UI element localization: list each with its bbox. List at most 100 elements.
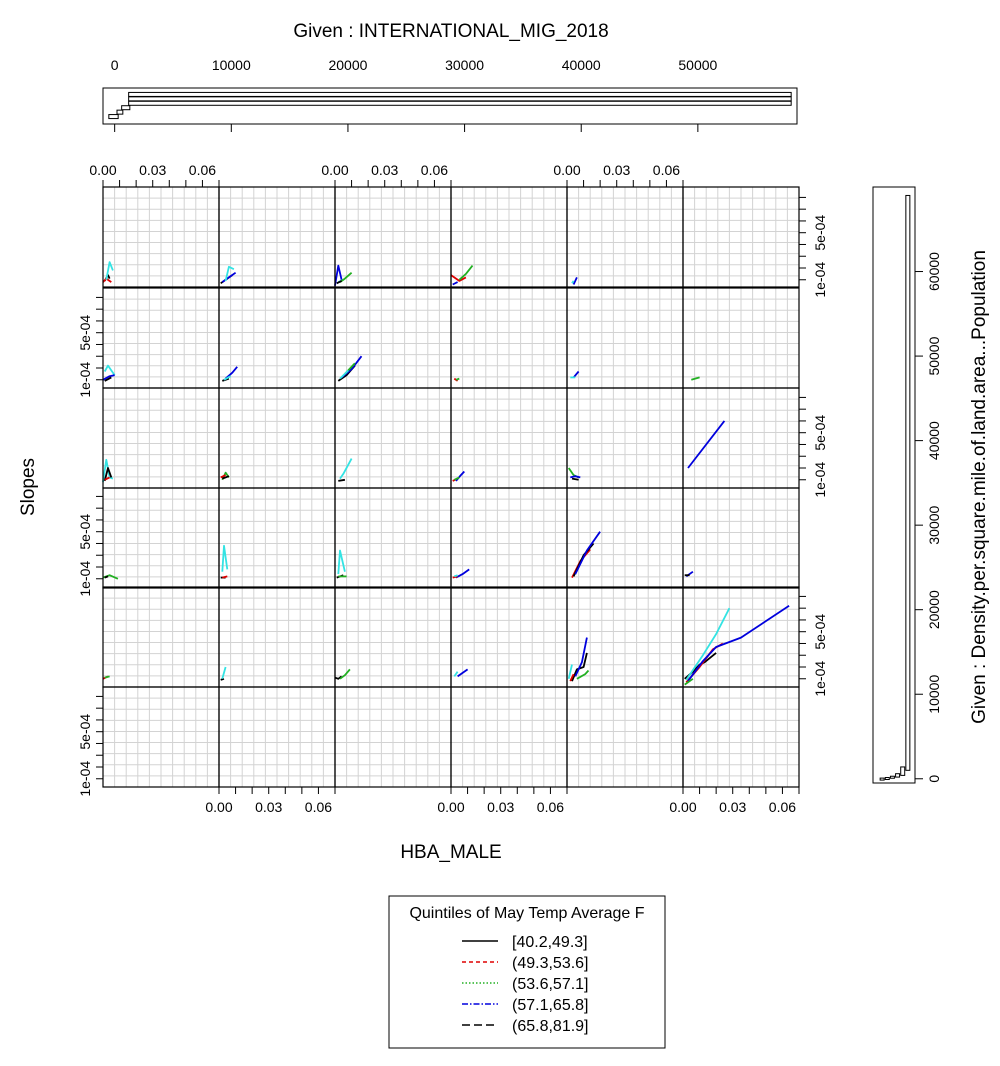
series-line xyxy=(453,574,458,578)
legend: Quintiles of May Temp Average F [40.2,49… xyxy=(388,895,666,1049)
series-line xyxy=(458,265,474,281)
x-tick-label: 0.00 xyxy=(205,799,232,815)
series-line xyxy=(687,605,790,682)
y-tick-label: 5e-04 xyxy=(812,415,828,451)
series-line xyxy=(567,664,573,680)
given-top-tick-label: 40000 xyxy=(562,57,601,73)
given-right-interval xyxy=(884,777,890,781)
legend-entry: (57.1,65.8] xyxy=(462,997,589,1014)
legend-label: (57.1,65.8] xyxy=(512,997,589,1014)
panel-r2-c4 xyxy=(453,377,460,382)
series-line xyxy=(455,568,470,579)
y-tick-label: 5e-04 xyxy=(812,614,828,650)
series-line xyxy=(684,678,694,686)
legend-label: (53.6,57.1] xyxy=(512,976,589,993)
y-tick-label: 1e-04 xyxy=(812,661,828,697)
x-tick-label: 0.00 xyxy=(89,162,116,178)
panel-r2-c5 xyxy=(570,370,580,379)
series-line xyxy=(104,675,110,679)
given-top-tick-label: 50000 xyxy=(678,57,717,73)
given-right-tick-label: 50000 xyxy=(926,336,942,375)
panel-r3-c6 xyxy=(687,420,726,469)
given-top-tick-label: 0 xyxy=(111,57,119,73)
series-line xyxy=(105,261,114,280)
legend-label: (65.8,81.9] xyxy=(512,1018,589,1035)
x-tick-label: 0.06 xyxy=(305,799,332,815)
panel-r3-c2 xyxy=(220,471,230,481)
x-tick-label: 0.00 xyxy=(437,799,464,815)
series-line xyxy=(334,675,343,680)
series-line xyxy=(102,374,115,381)
series-line xyxy=(225,366,238,380)
x-tick-label: 0.03 xyxy=(603,162,630,178)
series-line xyxy=(691,376,700,381)
series-line xyxy=(571,652,588,682)
x-tick-label: 0.03 xyxy=(719,799,746,815)
x-tick-label: 0.00 xyxy=(321,162,348,178)
left-y-axes: 1e-04 5e-04 1e-04 5e-04 1e-04 5e-04 xyxy=(77,296,104,797)
series-line xyxy=(220,474,226,479)
given-top-tick-label: 20000 xyxy=(328,57,367,73)
given-right-intervals xyxy=(879,194,911,781)
given-top-tick-label: 10000 xyxy=(212,57,251,73)
series-line xyxy=(104,376,112,382)
y-tick-label: 1e-04 xyxy=(77,761,93,797)
series-line xyxy=(221,666,227,680)
given-top-interval xyxy=(128,96,792,102)
panel-r4-c5 xyxy=(571,531,601,579)
series-line xyxy=(103,467,113,482)
series-line xyxy=(339,668,351,680)
series-line xyxy=(224,265,235,282)
panel-r2-c6 xyxy=(691,376,700,381)
given-right-axis: 0 10000 20000 30000 40000 50000 60000 xyxy=(914,252,942,783)
panel-r3-c5 xyxy=(567,467,581,481)
panel-r5-c3 xyxy=(334,668,351,680)
legend-box xyxy=(388,895,666,1049)
panel-r4-c6 xyxy=(684,570,694,578)
series-line xyxy=(103,364,116,376)
panel-r3-c3 xyxy=(338,458,353,482)
series-line xyxy=(223,375,232,381)
given-top-frame xyxy=(102,87,798,125)
panel-r5-c2 xyxy=(220,666,227,681)
given-top-interval xyxy=(116,109,124,115)
panel-r3-c4 xyxy=(452,470,465,482)
series-line xyxy=(338,478,346,482)
series-line xyxy=(453,377,459,382)
y-tick-label: 1e-04 xyxy=(812,262,828,298)
given-right-interval xyxy=(879,777,885,781)
series-line xyxy=(221,544,229,572)
series-line xyxy=(453,671,459,677)
panel-r1-c4 xyxy=(450,265,474,286)
given-top-interval xyxy=(108,114,119,120)
x-tick-label: 0.06 xyxy=(189,162,216,178)
x-tick-label: 0.00 xyxy=(553,162,580,178)
given-right-interval xyxy=(905,194,911,771)
panel-r2-c1 xyxy=(102,364,116,382)
given-right-label: Given : Density.per.square.mile.of.land.… xyxy=(969,250,990,724)
given-right-tick-label: 10000 xyxy=(926,675,942,714)
series-line xyxy=(574,531,601,575)
legend-label: [40.2,49.3] xyxy=(512,934,588,951)
series-line xyxy=(687,420,726,469)
series-line xyxy=(337,549,346,575)
given-top-interval xyxy=(128,100,792,106)
series-line xyxy=(572,277,578,285)
given-right-tick-label: 30000 xyxy=(926,505,942,544)
panel-r4-c2 xyxy=(220,544,229,579)
legend-entry: (49.3,53.6] xyxy=(462,955,589,972)
x-tick-label: 0.03 xyxy=(487,799,514,815)
given-right-tick-label: 0 xyxy=(926,775,942,783)
given-top-intervals xyxy=(108,91,792,120)
series-line xyxy=(339,369,349,380)
y-tick-label: 1e-04 xyxy=(77,561,93,597)
series-line xyxy=(569,673,575,682)
panel-r5-c1 xyxy=(102,675,110,680)
series-line xyxy=(339,458,353,480)
legend-entries: [40.2,49.3] (49.3,53.6] (53.6,57.1] (57.1,6… xyxy=(462,934,589,1035)
series-line xyxy=(572,370,580,378)
panel-r2-c3 xyxy=(337,355,363,382)
given-top-interval xyxy=(128,91,792,97)
panel-r3-c1 xyxy=(102,458,114,483)
